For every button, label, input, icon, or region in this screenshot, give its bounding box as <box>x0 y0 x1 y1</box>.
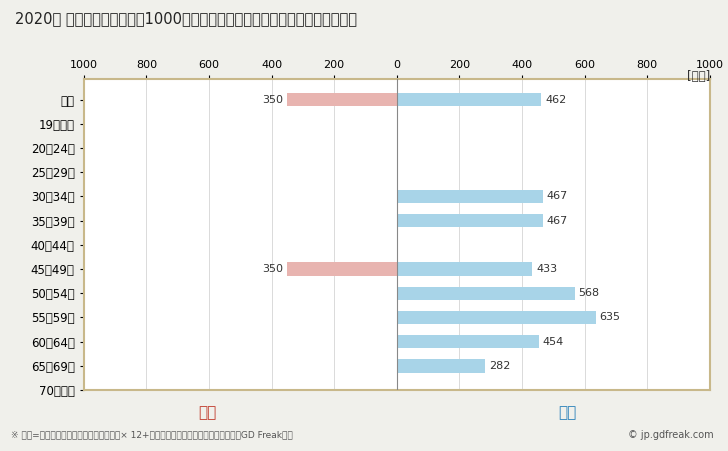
Bar <box>397 359 485 373</box>
Text: 433: 433 <box>536 264 557 274</box>
Text: © jp.gdfreak.com: © jp.gdfreak.com <box>628 430 713 440</box>
Bar <box>397 93 542 106</box>
Text: ※ 年収=「きまって支給する現金給与額」× 12+「年間賞与その他特別給与額」としてGD Freak推計: ※ 年収=「きまって支給する現金給与額」× 12+「年間賞与その他特別給与額」と… <box>11 431 293 440</box>
Bar <box>397 262 532 276</box>
Text: 568: 568 <box>578 288 599 298</box>
Text: [万円]: [万円] <box>687 70 710 83</box>
Text: 2020年 民間企業（従業者数1000人以上）フルタイム労働者の男女別平均年収: 2020年 民間企業（従業者数1000人以上）フルタイム労働者の男女別平均年収 <box>15 11 357 26</box>
Text: 454: 454 <box>542 337 564 347</box>
Text: 男性: 男性 <box>558 405 577 420</box>
Bar <box>397 286 574 300</box>
Bar <box>397 190 543 203</box>
Text: 350: 350 <box>262 95 283 105</box>
Bar <box>397 335 539 348</box>
Text: 350: 350 <box>262 264 283 274</box>
Text: 635: 635 <box>599 313 620 322</box>
Text: 282: 282 <box>488 361 510 371</box>
Bar <box>397 214 543 227</box>
Text: 462: 462 <box>545 95 566 105</box>
Text: 467: 467 <box>547 216 568 226</box>
Bar <box>397 311 596 324</box>
Bar <box>288 262 397 276</box>
Text: 女性: 女性 <box>198 405 217 420</box>
Bar <box>288 93 397 106</box>
Text: 467: 467 <box>547 191 568 202</box>
